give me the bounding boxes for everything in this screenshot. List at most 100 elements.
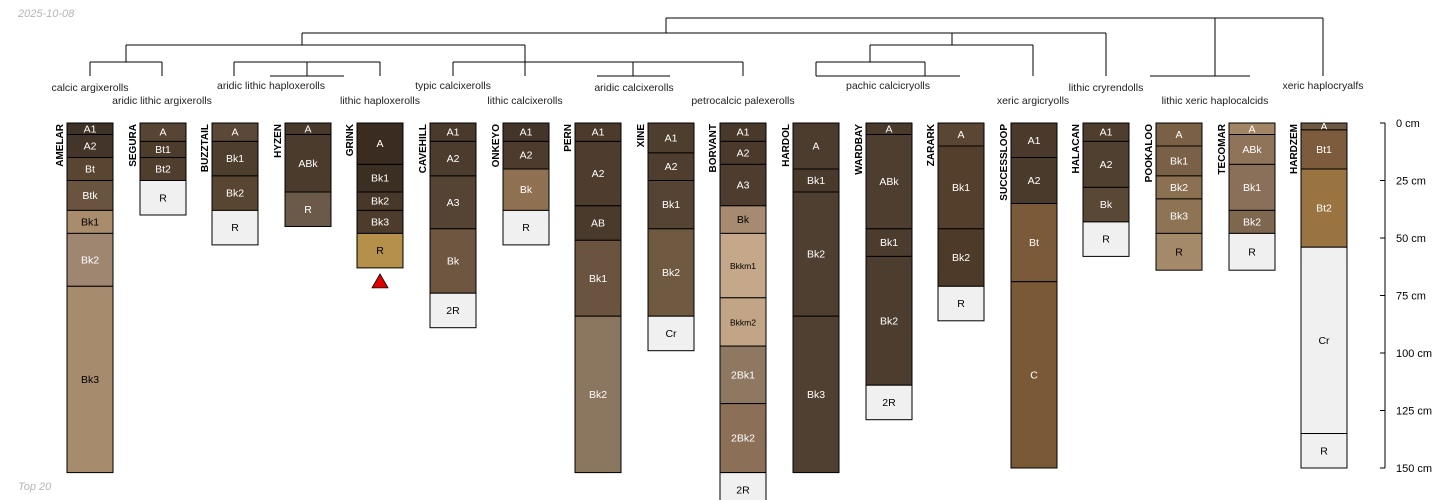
horizon-label: 2R — [446, 305, 460, 317]
soil-profile: xeric haplocryalfs HARDZEM A Bt1 Bt2 Cr R — [1282, 80, 1364, 469]
horizon-block — [865, 228, 913, 257]
horizon-label: A1 — [1100, 127, 1113, 139]
horizon-label: R — [1102, 234, 1110, 246]
horizon-label: A — [1175, 129, 1182, 141]
horizon-block — [1300, 246, 1348, 434]
horizon-block — [719, 403, 767, 474]
depth-tick-label: 125 cm — [1396, 406, 1432, 418]
soil-profile: HYZEN A ABk R — [273, 122, 332, 227]
horizon-block — [1300, 433, 1348, 469]
taxon-label: xeric haplocryalfs — [1282, 80, 1363, 92]
horizon-block — [647, 152, 695, 181]
horizon-block — [574, 239, 622, 317]
horizon-block — [1082, 186, 1130, 223]
taxon-label: lithic xeric haplocalcids — [1162, 95, 1269, 107]
horizon-label: A — [1320, 121, 1327, 133]
taxon-label: lithic cryrendolls — [1069, 82, 1144, 94]
horizon-label: A2 — [737, 147, 750, 159]
depth-tick-label: 50 cm — [1396, 233, 1426, 245]
horizon-block — [66, 180, 114, 211]
date-label: 2025-10-08 — [18, 8, 75, 20]
profile-name: ONKEYO — [491, 124, 502, 168]
horizon-label: Bk3 — [1170, 211, 1188, 223]
horizon-label: Bk1 — [1170, 155, 1188, 167]
horizon-block — [792, 191, 840, 317]
horizon-block — [429, 140, 477, 177]
horizon-label: Bk1 — [1243, 182, 1261, 194]
profile-name: ZARARK — [926, 123, 937, 166]
profile-name: BUZZTAIL — [200, 124, 211, 172]
horizon-label: Bt2 — [1316, 203, 1332, 215]
profile-name: AMELAR — [55, 123, 66, 167]
horizon-label: C — [1030, 369, 1038, 381]
soil-profile: ZARARK A Bk1 Bk2 R — [926, 122, 985, 322]
soil-profile: calcic argixerolls AMELAR A1 A2 Bt Btk Bk1 Bk2 B… — [51, 82, 129, 474]
horizon-label: R — [522, 222, 530, 234]
horizon-label: Bt — [85, 164, 95, 176]
depth-axis: 0 cm 25 cm 50 cm 75 cm 100 cm 125 cm 150 cm — [1380, 118, 1432, 475]
horizon-label: Bk — [737, 214, 750, 226]
horizon-label: Bk2 — [81, 254, 99, 266]
horizon-label: Bk — [1100, 199, 1113, 211]
horizon-label: Bk1 — [81, 216, 99, 228]
horizon-label: A1 — [84, 123, 97, 135]
horizon-label: Bk2 — [1243, 216, 1261, 228]
horizon-label: A1 — [447, 127, 460, 139]
horizon-label: A3 — [737, 180, 750, 192]
horizon-label: AB — [591, 218, 605, 230]
horizon-block — [719, 345, 767, 405]
horizon-label: Bt1 — [1316, 144, 1332, 156]
horizon-label: Bk1 — [589, 273, 607, 285]
horizon-label: A — [304, 123, 311, 135]
horizon-block — [937, 285, 985, 322]
profile-name: POOKALOO — [1144, 124, 1155, 183]
horizon-block — [211, 140, 259, 177]
horizon-label: R — [1320, 445, 1328, 457]
horizon-label: Bk2 — [1170, 182, 1188, 194]
horizon-block — [284, 191, 332, 227]
horizon-block — [356, 122, 404, 165]
horizon-block — [211, 209, 259, 246]
taxon-label: aridic lithic argixerolls — [112, 95, 212, 107]
profile-name: HARDZEM — [1289, 124, 1300, 174]
horizon-label: A1 — [592, 127, 605, 139]
horizon-label: Cr — [1318, 335, 1330, 347]
horizon-block — [356, 232, 404, 269]
horizon-block — [647, 228, 695, 317]
horizon-label: A2 — [447, 153, 460, 165]
horizon-block — [1228, 163, 1276, 211]
horizon-block — [1155, 198, 1203, 234]
soil-profile: aridic calcixerolls PERN A1 A2 AB Bk1 Bk2 — [563, 82, 674, 474]
horizon-block — [792, 122, 840, 170]
taxon-label: pachic calcicryolls — [846, 80, 930, 92]
horizon-label: R — [304, 204, 312, 216]
horizon-label: Bk3 — [807, 389, 825, 401]
horizon-block — [1082, 221, 1130, 257]
soil-profile: aridic lithic haploxerolls BUZZTAIL A Bk1 Bk… — [200, 80, 325, 246]
horizon-label: Bk2 — [589, 389, 607, 401]
horizon-block — [719, 297, 767, 347]
depth-tick-label: 100 cm — [1396, 348, 1432, 360]
horizon-label: Bk2 — [880, 315, 898, 327]
profile-name: XINE — [636, 124, 647, 148]
soil-profile: TECOMAR A ABk Bk1 Bk2 R — [1217, 122, 1276, 271]
soil-profile: lithic xeric haplocalcids POOKALOO A Bk1 Bk2… — [1144, 95, 1269, 271]
horizon-label: Btk — [82, 190, 98, 202]
horizon-label: Bk3 — [81, 374, 99, 386]
horizon-block — [792, 315, 840, 474]
horizon-label: Bk1 — [880, 237, 898, 249]
horizon-label: 2R — [736, 484, 750, 496]
horizon-label: R — [376, 245, 384, 257]
horizon-label: Bk — [520, 184, 533, 196]
taxon-label: typic calcixerolls — [415, 80, 491, 92]
soil-profile: aridic lithic argixerolls SEGURA A Bt1 Bt2 R — [112, 95, 212, 216]
horizon-label: Cr — [665, 328, 677, 340]
horizon-label: A — [812, 141, 819, 153]
horizon-label: Bk — [447, 256, 460, 268]
horizon-block — [574, 315, 622, 474]
depth-tick-label: 75 cm — [1396, 291, 1426, 303]
horizon-block — [66, 285, 114, 474]
profile-name: BORVANT — [708, 124, 719, 173]
taxon-label: aridic lithic haploxerolls — [217, 80, 325, 92]
